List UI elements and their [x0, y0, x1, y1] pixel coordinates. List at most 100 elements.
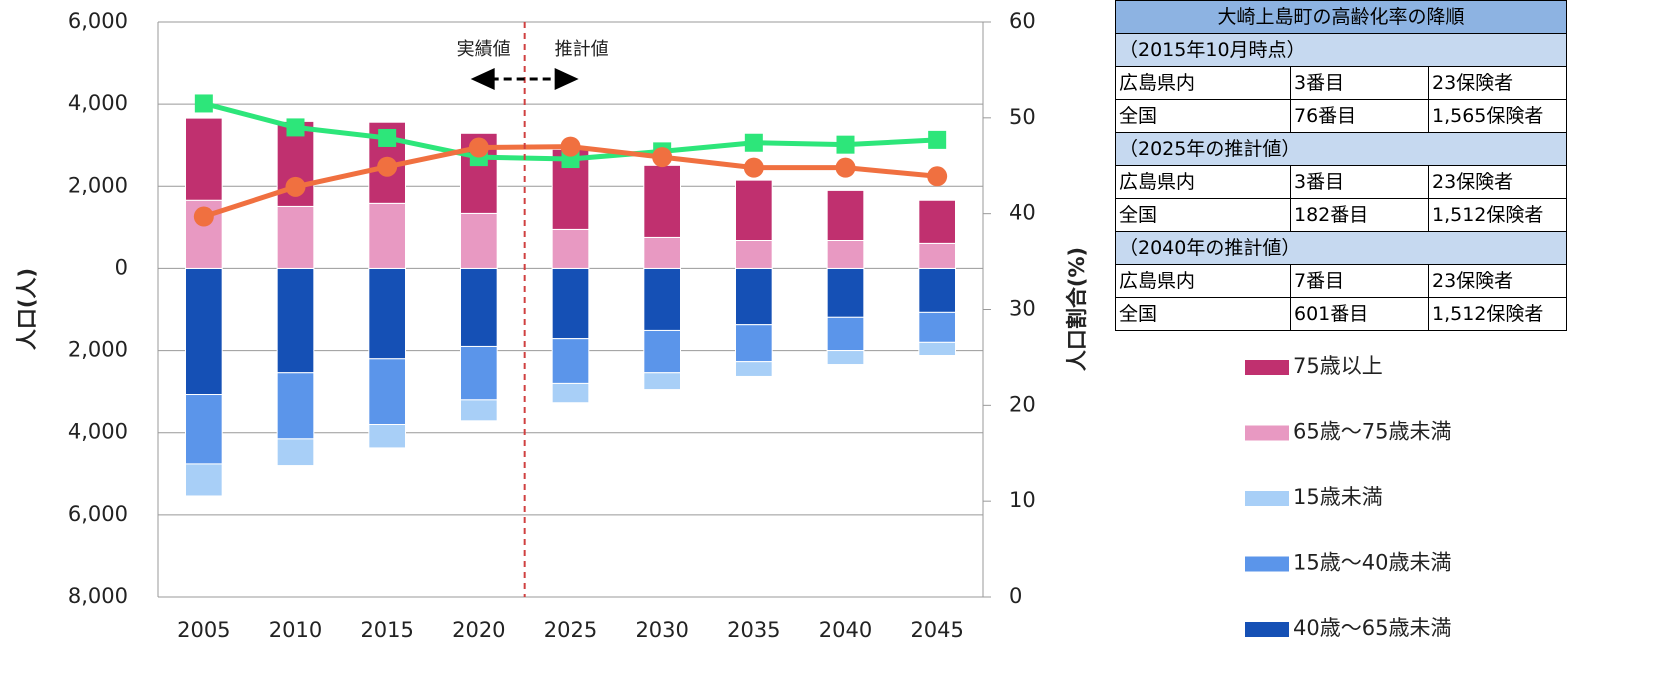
bar: [551, 267, 590, 340]
bar: [826, 189, 865, 241]
bar: [460, 267, 498, 347]
table-cell: 1,512保険者: [1428, 297, 1567, 331]
annotation: 実績値: [457, 39, 511, 60]
legend-label: 15歳～40歳未満: [1293, 551, 1451, 575]
x-tick-label: 2010: [269, 618, 322, 642]
table-cell: 182番目: [1290, 198, 1429, 232]
table-cell: 76番目: [1290, 99, 1429, 133]
y2-tick-label: 50: [1009, 105, 1036, 129]
table-row: 広島県内 3番目 23保険者: [1115, 165, 1567, 199]
legend-label: 40歳～65歳未満: [1293, 616, 1451, 640]
bar: [185, 463, 223, 497]
arrow-head: [554, 68, 579, 90]
x-tick-label: 2025: [544, 618, 597, 642]
bar: [643, 329, 681, 374]
table-row: 全国 76番目 1,565保険者: [1115, 99, 1567, 133]
bar: [735, 179, 773, 241]
bar: [460, 345, 498, 401]
bar: [735, 240, 773, 269]
bar: [551, 338, 590, 384]
bar: [276, 438, 315, 467]
y-tick-label: 2,000: [68, 173, 128, 197]
bar: [918, 311, 956, 343]
bar: [460, 212, 498, 269]
bar: [276, 205, 315, 269]
bar: [643, 164, 681, 238]
y2-axis-label: 人口割合(%): [1065, 247, 1089, 371]
y-tick-label: 8,000: [68, 584, 128, 608]
bar: [918, 267, 956, 313]
table-row: 全国 182番目 1,512保険者: [1115, 198, 1567, 232]
marker: [193, 206, 214, 227]
table-cell: 広島県内: [1115, 264, 1291, 298]
table-cell: 3番目: [1290, 66, 1429, 100]
marker: [835, 157, 856, 178]
bar: [643, 372, 681, 391]
table-cell: 全国: [1115, 297, 1291, 331]
y-tick-label: 4,000: [68, 91, 128, 115]
table-row: 広島県内 7番目 23保険者: [1115, 264, 1567, 298]
x-tick-label: 2030: [635, 618, 688, 642]
ranking-table: 大崎上島町の高齢化率の降順 （2015年10月時点） 広島県内 3番目 23保険者 全国 7…: [1115, 0, 1567, 331]
marker: [744, 133, 763, 152]
marker: [286, 118, 305, 137]
bar: [735, 324, 773, 363]
y2-tick-label: 10: [1009, 488, 1036, 512]
y2-tick-label: 0: [1009, 584, 1022, 608]
bar: [368, 267, 407, 360]
bar: [551, 382, 590, 404]
table-cell: 3番目: [1290, 165, 1429, 199]
bar: [185, 117, 223, 201]
legend-label: 65歳～75歳未満: [1293, 420, 1451, 444]
y2-tick-label: 30: [1009, 297, 1036, 321]
bar: [551, 228, 590, 269]
table-cell: 広島県内: [1115, 66, 1291, 100]
y2-tick-label: 20: [1009, 392, 1036, 416]
bar: [735, 361, 773, 377]
bar: [826, 267, 865, 318]
x-tick-label: 2040: [819, 618, 872, 642]
bar: [276, 372, 315, 440]
x-tick-label: 2020: [452, 618, 505, 642]
x-tick-label: 2035: [727, 618, 780, 642]
bar: [368, 358, 407, 425]
table-cell: 23保険者: [1428, 66, 1567, 100]
table-cell: （2040年の推計値）: [1115, 231, 1567, 265]
legend-swatch: [1245, 556, 1289, 572]
table-cell: 23保険者: [1428, 264, 1567, 298]
table-row: （2025年の推計値）: [1115, 132, 1567, 166]
bar: [185, 267, 223, 396]
table-cell: 1,512保険者: [1428, 198, 1567, 232]
bar: [643, 267, 681, 331]
y-tick-label: 4,000: [68, 420, 128, 444]
marker: [743, 157, 764, 178]
bar: [826, 240, 865, 269]
table-cell: 601番目: [1290, 297, 1429, 331]
marker: [378, 128, 397, 147]
table-cell: 7番目: [1290, 264, 1429, 298]
table-cell: 23保険者: [1428, 165, 1567, 199]
bar: [918, 242, 956, 269]
bar: [460, 399, 498, 422]
marker: [927, 166, 948, 187]
x-tick-label: 2045: [910, 618, 963, 642]
y-tick-label: 0: [115, 255, 128, 279]
bar: [185, 394, 223, 465]
legend-swatch: [1245, 425, 1289, 441]
legend-label: 15歳未満: [1293, 485, 1383, 509]
legend-label: 75歳以上: [1293, 354, 1383, 378]
y-tick-label: 2,000: [68, 338, 128, 362]
marker: [836, 135, 855, 154]
bar: [826, 316, 865, 352]
legend-swatch: [1245, 360, 1289, 375]
bar: [368, 202, 407, 269]
marker: [652, 147, 673, 168]
marker: [285, 176, 306, 197]
bar: [918, 199, 956, 244]
marker: [194, 94, 213, 113]
y-tick-label: 6,000: [68, 9, 128, 33]
table-cell: 全国: [1115, 99, 1291, 133]
marker: [468, 137, 489, 158]
